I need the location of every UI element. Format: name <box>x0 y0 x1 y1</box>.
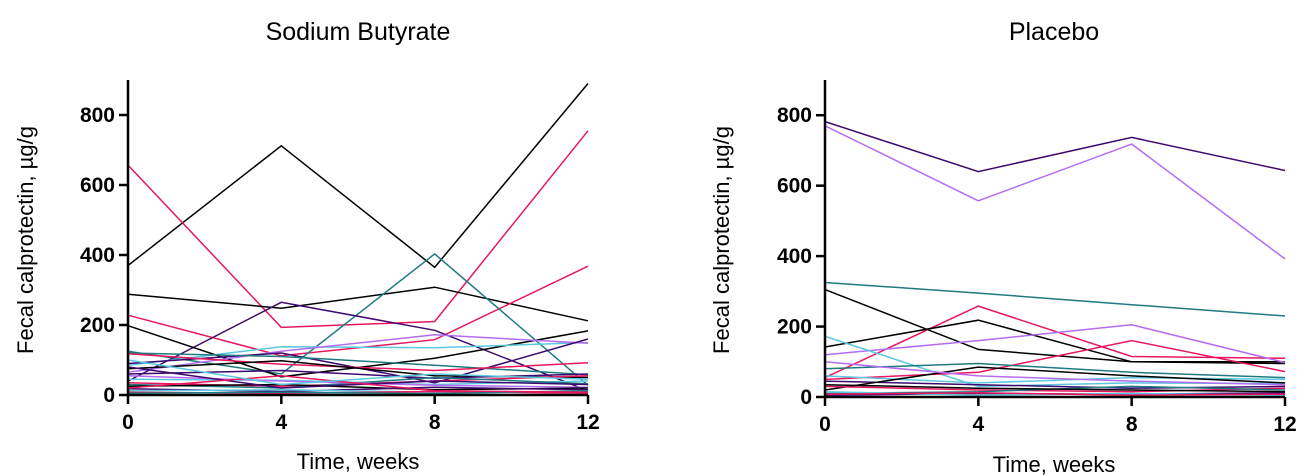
y-axis-title: Fecal calprotectin, µg/g <box>13 126 38 354</box>
series-line-1 <box>824 120 1286 173</box>
y-tick-label: 200 <box>777 316 812 339</box>
series-line-20 <box>824 383 1286 393</box>
series-line-6 <box>824 319 1286 365</box>
y-tick-label: 600 <box>80 174 115 197</box>
series-line-12 <box>127 352 589 372</box>
y-tick-label: 200 <box>80 314 115 337</box>
x-tick-label: 4 <box>972 413 984 436</box>
series-line-26 <box>127 359 589 386</box>
x-tick-label: 8 <box>1126 413 1138 436</box>
x-tick-label: 8 <box>429 411 441 434</box>
y-tick-label: 600 <box>777 175 812 198</box>
series-line-24 <box>127 366 589 389</box>
chart-title: Placebo <box>1009 18 1099 46</box>
series-line-5 <box>824 305 1286 379</box>
y-axis-title: Fecal calprotectin, µg/g <box>709 126 734 354</box>
series-line-5 <box>127 252 589 386</box>
x-tick-label: 0 <box>122 411 134 434</box>
series-line-8 <box>127 341 589 367</box>
x-axis-title: Time, weeks <box>993 452 1116 475</box>
y-tick-label: 0 <box>800 386 812 409</box>
series-line-4 <box>824 288 1285 363</box>
series-line-9 <box>824 339 1286 381</box>
x-tick-label: 12 <box>1273 413 1296 436</box>
y-tick-label: 0 <box>103 384 115 407</box>
y-tick-label: 400 <box>80 244 115 267</box>
series-line-19 <box>824 392 1286 396</box>
x-tick-label: 4 <box>275 411 287 434</box>
series-line-9 <box>127 334 589 374</box>
series-line-15 <box>824 361 1286 386</box>
y-tick-label: 400 <box>777 245 812 268</box>
series-line-12 <box>824 375 1286 384</box>
series-line-2 <box>127 130 589 329</box>
chart-title: Sodium Butyrate <box>266 18 451 46</box>
series-line-2 <box>824 125 1286 260</box>
x-axis-title: Time, weeks <box>297 449 420 474</box>
y-tick-label: 800 <box>80 104 115 127</box>
series-line-11 <box>127 352 589 376</box>
y-tick-label: 800 <box>777 104 812 127</box>
series-line-10 <box>824 362 1286 379</box>
x-tick-label: 0 <box>819 413 831 436</box>
chart-panel-placebo: Placebo Time, weeks Fecal calprotectin, … <box>709 18 1297 475</box>
series-line-25 <box>127 375 589 393</box>
series-line-7 <box>824 324 1286 364</box>
series-line-14 <box>824 385 1286 393</box>
series-line-11 <box>824 380 1286 389</box>
chart-panel-sodium-butyrate: Sodium Butyrate Time, weeks Fecal calpro… <box>13 18 600 474</box>
x-tick-label: 12 <box>576 411 599 434</box>
series-line-3 <box>127 286 589 322</box>
series-line-3 <box>824 281 1286 317</box>
series-line-1 <box>127 83 589 269</box>
series-line-13 <box>824 366 1286 391</box>
